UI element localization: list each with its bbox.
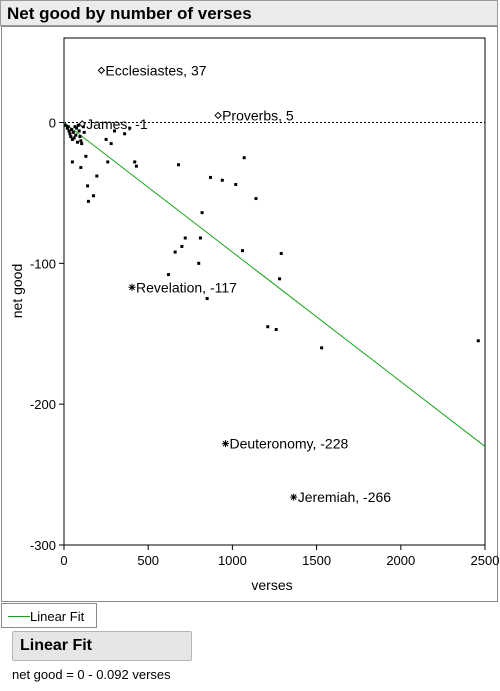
x-tick-label: 500 [137,553,159,568]
data-point [68,132,72,136]
data-point [183,236,187,240]
x-tick-label: 1500 [302,553,331,568]
legend: Linear Fit [1,603,97,628]
data-point [320,346,324,350]
data-point [133,160,137,164]
labeled-point-star [221,440,229,448]
data-point [220,178,224,182]
data-point [78,135,82,139]
point-annotation: Deuteronomy, -228 [229,436,348,452]
data-point [113,129,117,133]
data-point [104,137,108,141]
data-point [241,249,245,253]
data-point [278,277,282,281]
data-point [134,164,138,168]
data-point [79,166,83,170]
y-axis-label: net good [9,264,25,319]
x-tick-label: 1000 [218,553,247,568]
data-point [266,325,270,329]
data-point [80,142,84,146]
data-point [106,160,110,164]
data-point [198,236,202,240]
linear-fit-panel-header[interactable]: Linear Fit [12,631,192,661]
linear-fit-panel-title: Linear Fit [20,637,93,654]
linear-fit-line [63,122,486,447]
data-point [67,129,71,133]
labeled-point-diamond [97,66,106,75]
data-point [209,175,213,179]
point-annotation: James, -1 [86,116,148,132]
data-point [70,160,74,164]
data-point [109,142,113,146]
data-point [77,129,81,133]
data-point [234,182,238,186]
data-point [123,132,127,136]
data-point [166,273,170,277]
point-annotation: Ecclesiastes, 37 [105,62,206,78]
point-annotation: Revelation, -117 [136,279,237,295]
chart-title: Net good by number of verses [7,4,252,23]
data-point [79,139,83,143]
data-point [75,126,79,130]
labeled-point-diamond [214,111,222,120]
data-point [64,123,68,127]
data-point [180,244,184,248]
point-annotation: Jeremiah, -266 [298,489,392,505]
data-point [70,137,74,141]
x-tick-label: 2500 [471,553,500,568]
legend-label: Linear Fit [30,609,85,624]
x-tick-label: 0 [60,553,67,568]
labeled-point-star [290,493,298,501]
data-point [91,194,95,198]
chart-title-bar: Net good by number of verses [0,0,498,26]
y-tick-label: -100 [30,256,56,271]
data-point [76,123,80,127]
data-point [242,156,246,160]
labeled-point-star [128,283,136,291]
data-point [197,261,201,265]
plot-area [63,37,486,546]
data-point [81,125,85,129]
data-point [84,154,88,158]
data-point [205,297,209,301]
data-point [274,328,278,332]
data-point [200,211,204,215]
data-point [86,184,90,188]
legend-line-swatch [8,616,30,617]
data-point [73,125,77,129]
y-tick-label: -300 [30,538,56,553]
data-point [279,251,283,255]
x-tick-label: 2000 [386,553,415,568]
y-tick-label: 0 [49,116,56,131]
data-point [69,135,73,139]
data-point [82,130,86,134]
data-point [254,197,258,201]
data-point [173,250,177,254]
labeled-point-diamond [78,120,86,128]
data-point [74,133,78,137]
scatter-plot: 0 500 1000 1500 2000 2500 0 -100 -200 -300 Eccles… [9,37,500,593]
data-point [72,136,76,140]
data-point [71,130,75,134]
y-tick-label: -200 [30,397,56,412]
data-point [95,174,99,178]
data-point [86,199,90,203]
fit-equation: net good = 0 - 0.092 verses [12,667,171,682]
x-axis-label: verses [251,577,292,593]
data-point [128,126,132,130]
data-point [75,140,79,144]
data-point [476,339,480,343]
data-point [70,128,74,132]
point-annotation: Proverbs, 5 [222,107,294,123]
data-point [177,163,181,167]
data-point [66,125,70,129]
